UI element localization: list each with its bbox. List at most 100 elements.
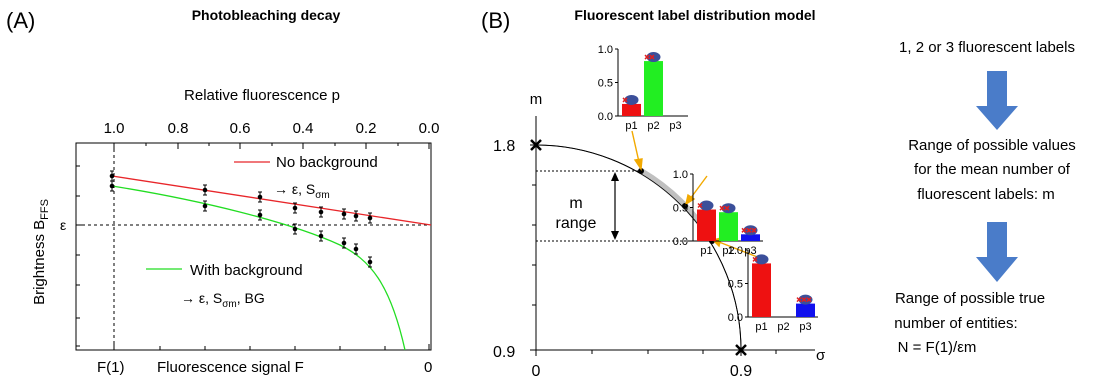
- inset-bar-chart-1: 1.0 0.5 0.0 p1 p2 p3: [598, 44, 688, 132]
- inset-bar: [644, 61, 663, 116]
- inset-y-tick-label: 0.0: [598, 111, 613, 123]
- legend-with-background-result: → ε, Sσm, BG: [181, 290, 265, 310]
- inset-category-label: p1: [625, 120, 637, 132]
- m-tick-top: 1.8: [493, 138, 515, 155]
- sigma-axis-ticks: [535, 350, 777, 356]
- inset-y-tick-label: 0.5: [673, 203, 688, 215]
- data-point: [292, 202, 298, 214]
- panel-a-title: Photobleaching decay: [192, 7, 341, 23]
- m-range-arrowhead-down: [611, 231, 619, 240]
- data-points: [109, 170, 373, 268]
- inset-y-tick-label: 0.5: [598, 78, 613, 90]
- flow-arrow-1: [976, 71, 1018, 130]
- top-tick-label: 0.0: [419, 120, 440, 137]
- flow-step-2-line-3: fluorescent labels: m: [917, 186, 1055, 203]
- inset-y-tick-label: 1.0: [728, 245, 743, 257]
- inset-bar: [741, 234, 760, 241]
- flow-step-3-line-3: N = F(1)/εm: [898, 339, 977, 356]
- molecule-icon: [644, 52, 661, 63]
- data-point: [341, 237, 347, 249]
- legend-no-background-label: No background: [276, 154, 378, 171]
- molecule-icon: [741, 225, 758, 236]
- top-tick-label: 1.0: [104, 120, 125, 137]
- panel-b-title: Fluorescent label distribution model: [574, 7, 815, 23]
- bottom-axis-ticks: [113, 344, 430, 350]
- legend-with-background-label: With background: [190, 262, 303, 279]
- top-tick-label: 0.4: [293, 120, 314, 137]
- data-point: [292, 223, 298, 235]
- data-point: [318, 206, 324, 218]
- inset-category-label: p1: [700, 245, 712, 257]
- y-tick-epsilon: ε: [60, 217, 66, 233]
- inset-y-tick-label: 0.0: [673, 236, 688, 248]
- molecule-icon: [719, 203, 736, 214]
- m-tick-bottom: 0.9: [493, 344, 515, 361]
- m-range-arrowhead-up: [611, 172, 619, 181]
- plot-frame: [75, 142, 432, 351]
- inset-bar: [752, 263, 771, 317]
- inset-category-label: p1: [755, 321, 767, 333]
- flow-step-3-line-1: Range of possible true: [895, 290, 1045, 307]
- inset-bar: [719, 212, 738, 241]
- inset-bar-chart-3: 1.0 0.5 0.0 p1 p2 p3: [728, 245, 818, 333]
- inset-bar: [697, 209, 716, 241]
- top-tick-label: 0.8: [168, 120, 189, 137]
- inset-category-label: p2: [722, 245, 734, 257]
- data-point: [109, 180, 115, 192]
- endpoint-x-markers: [530, 139, 747, 356]
- inset-bar: [796, 303, 815, 317]
- data-point: [202, 184, 208, 196]
- data-point: [353, 243, 359, 255]
- left-axis-ticks: [76, 165, 82, 347]
- bottom-tick-zero: 0: [424, 359, 432, 376]
- flow-step-1: 1, 2 or 3 fluorescent labels: [899, 39, 1075, 56]
- molecule-icon: [697, 200, 714, 211]
- m-range-label-m: m: [569, 195, 582, 212]
- no-background-fit-line: [111, 175, 432, 226]
- molecule-icon: [622, 94, 639, 105]
- data-point: [353, 210, 359, 222]
- top-tick-label: 0.6: [230, 120, 251, 137]
- flow-arrow-2: [976, 222, 1018, 282]
- m-axis-ticks: [530, 144, 536, 351]
- constraint-arc-overlay: [535, 144, 742, 351]
- m-range-label-range: range: [556, 215, 597, 232]
- inset-y-tick-label: 0.0: [728, 312, 743, 324]
- data-point: [257, 209, 263, 221]
- data-point: [318, 230, 324, 242]
- panel-a-label: (A): [6, 8, 35, 33]
- inset-bar-chart-2: 1.0 0.5 0.0 p1 p2 p3: [673, 169, 763, 257]
- bottom-axis-label: Fluorescence signal F: [157, 359, 304, 376]
- y-axis-label: Brightness BFFS: [31, 199, 51, 305]
- inset-pointer-arrows: [631, 130, 761, 259]
- inset-category-label: p3: [669, 120, 681, 132]
- data-point: [257, 191, 263, 203]
- bottom-tick-f1: F(1): [97, 359, 125, 376]
- molecule-icon: [796, 294, 813, 305]
- top-axis-ticks: [113, 143, 430, 149]
- flow-step-2-line-2: for the mean number of: [914, 161, 1071, 178]
- inset-category-label: p2: [777, 321, 789, 333]
- inset-category-label: p3: [744, 245, 756, 257]
- flow-step-3-line-2: number of entities:: [894, 315, 1017, 332]
- inset-category-label: p3: [799, 321, 811, 333]
- flow-step-2-line-1: Range of possible values: [908, 137, 1076, 154]
- inset-category-label: p2: [647, 120, 659, 132]
- with-background-fit-curve: [111, 185, 406, 351]
- top-tick-labels: 1.0 0.8 0.6 0.4 0.2 0.0: [104, 120, 440, 137]
- sigma-tick-max: 0.9: [730, 363, 752, 380]
- inset-bar: [622, 103, 641, 116]
- inset-y-tick-label: 1.0: [673, 169, 688, 181]
- inset-y-tick-label: 1.0: [598, 44, 613, 56]
- data-point: [341, 208, 347, 220]
- top-tick-label: 0.2: [356, 120, 377, 137]
- panel-b-label: (B): [481, 8, 510, 33]
- data-point: [202, 200, 208, 212]
- data-point: [367, 256, 373, 268]
- sigma-axis-label: σ: [816, 347, 826, 364]
- top-axis-label: Relative fluorescence p: [184, 87, 340, 104]
- molecule-icon: [752, 254, 769, 265]
- inset-y-tick-label: 0.5: [728, 279, 743, 291]
- sigma-tick-zero: 0: [532, 363, 541, 380]
